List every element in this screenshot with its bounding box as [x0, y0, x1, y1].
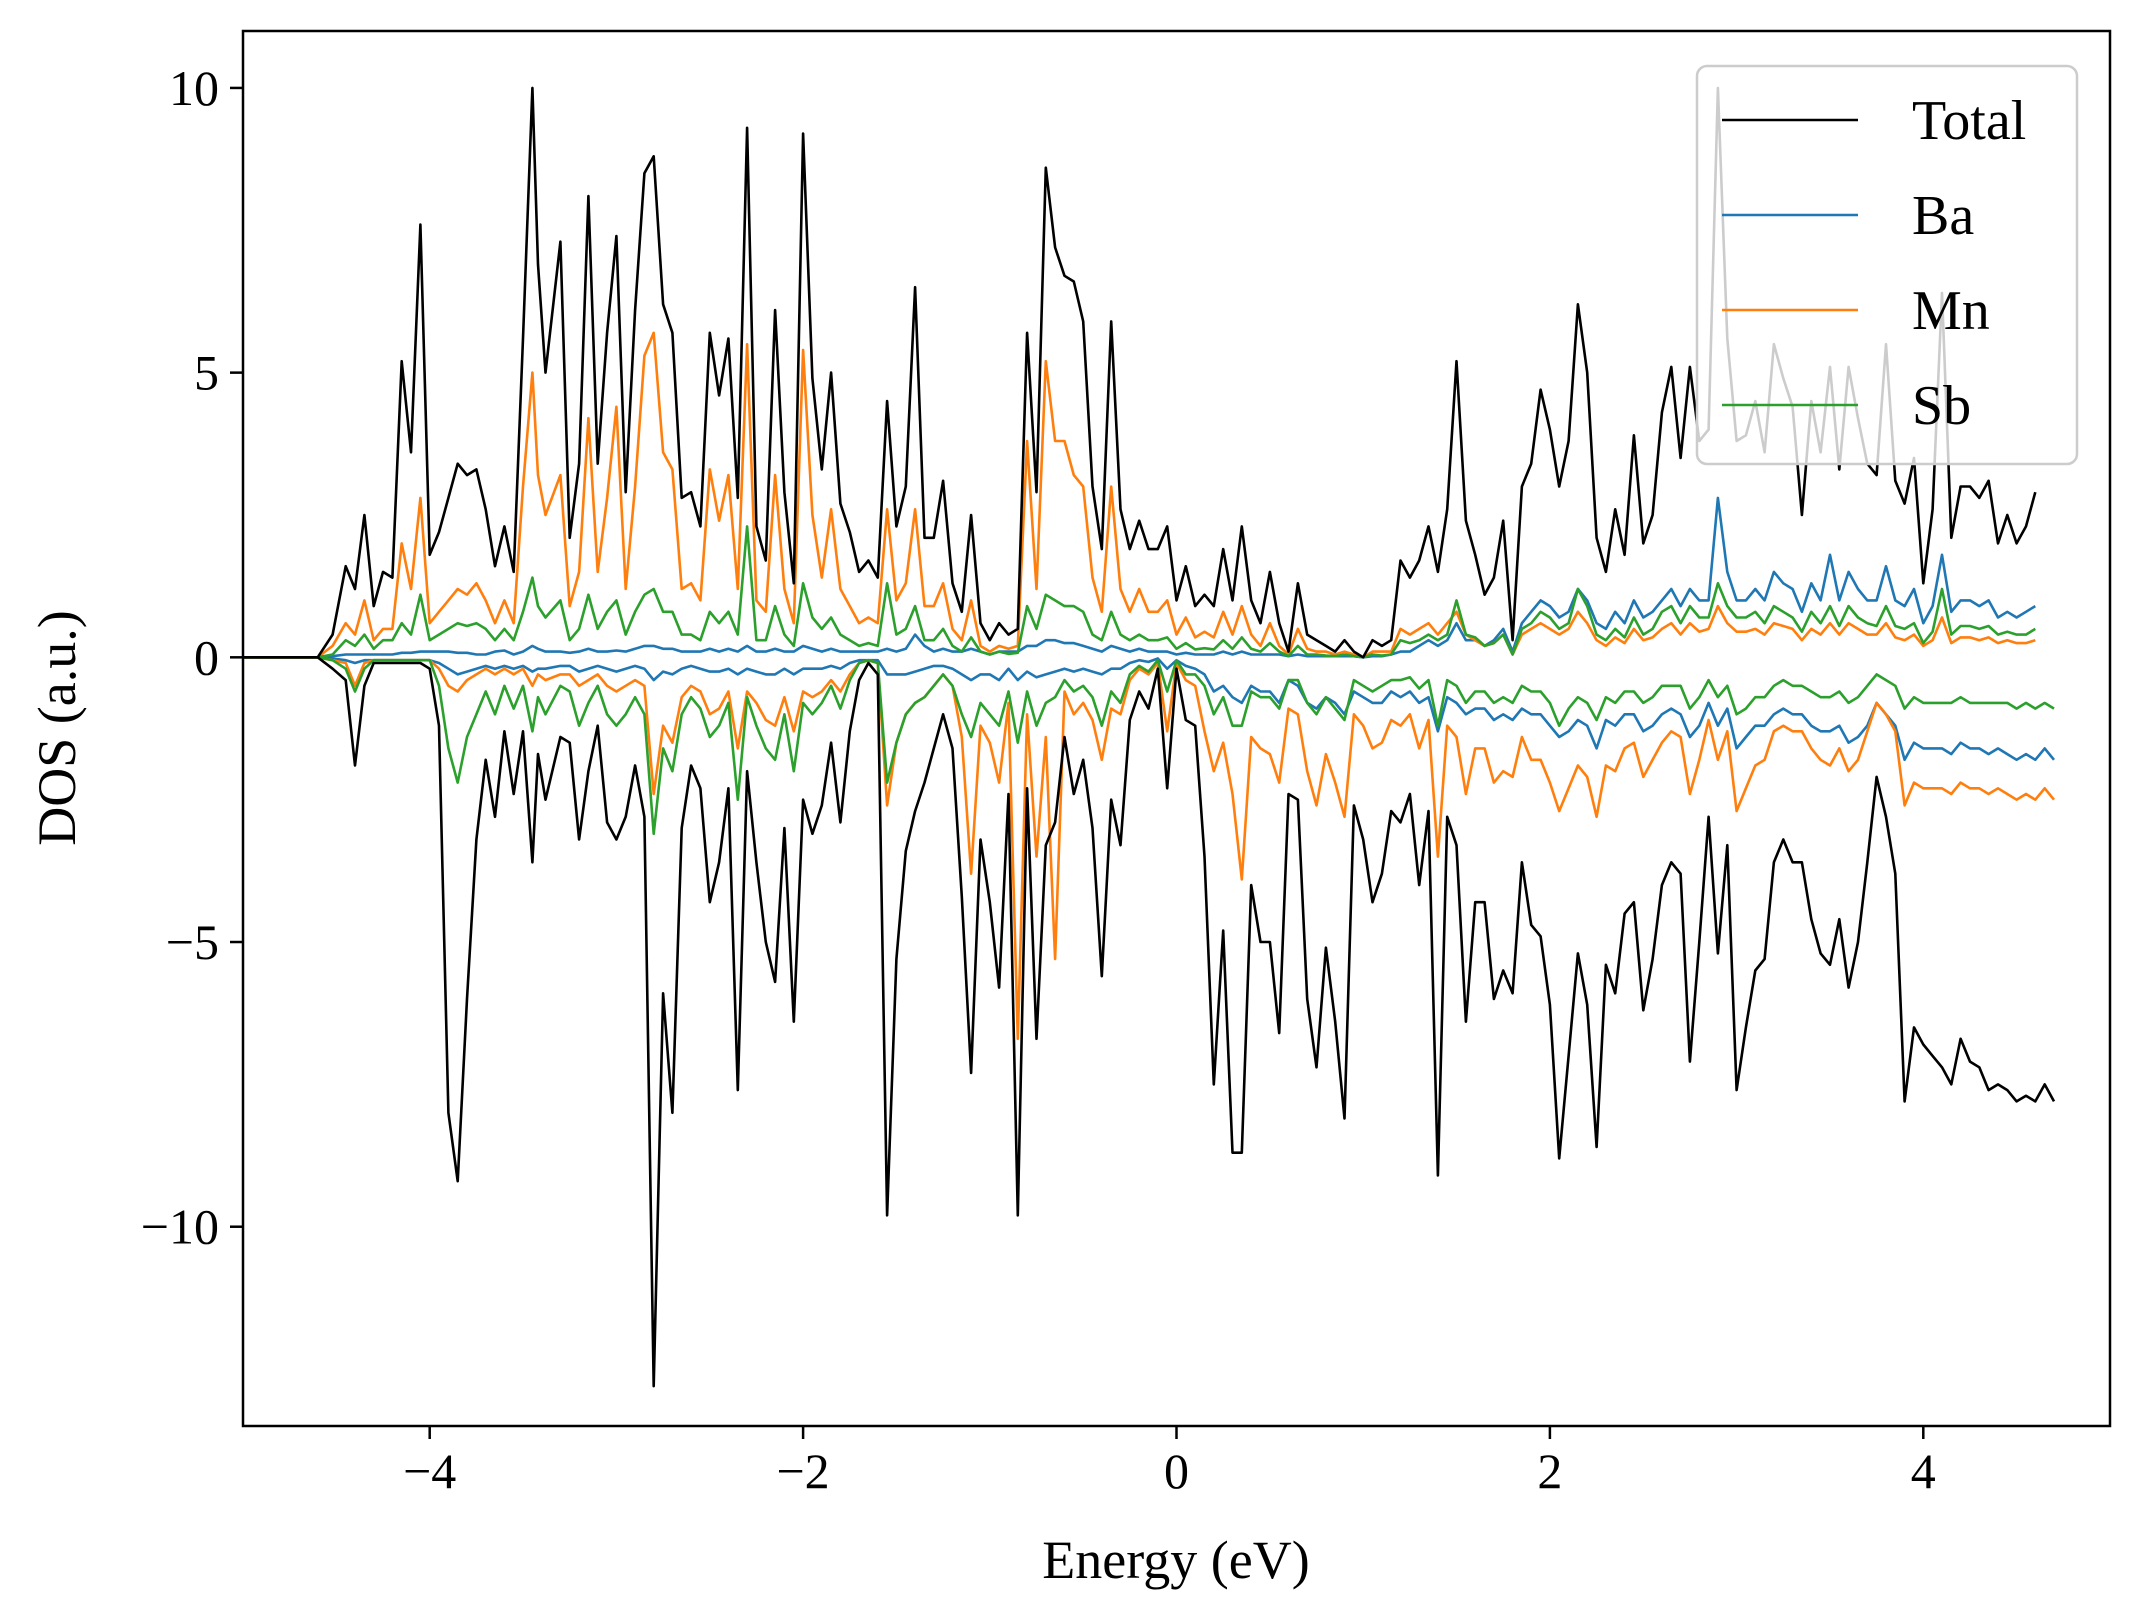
legend-box — [1695, 64, 2079, 466]
y-tick-label: 10 — [169, 60, 219, 116]
y-tick-label: 5 — [194, 345, 219, 401]
series-line-mn-spin-up — [243, 331, 2036, 659]
y-tick-label: 0 — [194, 629, 219, 685]
series-line-sb-spin-down — [243, 656, 2055, 836]
y-tick-label: −10 — [141, 1199, 219, 1255]
legend-label-sb: Sb — [1912, 375, 1971, 437]
series-line-ba-spin-down — [243, 656, 2056, 762]
series-line-sb-spin-up — [243, 525, 2036, 659]
series-line-mn-spin-down — [243, 656, 2056, 1041]
y-axis-title: DOS (a.u.) — [27, 610, 87, 845]
legend: Total Ba Mn Sb — [1695, 64, 2079, 466]
x-tick-label: 2 — [1537, 1443, 1562, 1499]
y-tick-label: −5 — [166, 914, 219, 970]
series-line-ba-spin-up — [243, 496, 2036, 659]
x-tick-label: 4 — [1911, 1443, 1936, 1499]
x-tick-label: 0 — [1164, 1443, 1189, 1499]
x-axis-title: Energy (eV) — [1042, 1530, 1309, 1590]
x-tick-label: −2 — [776, 1443, 829, 1499]
series-line-total-spin-down — [243, 656, 2056, 1388]
y-axis: 10 5 0 −5 −10 — [141, 60, 243, 1255]
x-tick-label: −4 — [403, 1443, 456, 1499]
legend-label-total: Total — [1912, 90, 2026, 152]
legend-label-mn: Mn — [1912, 280, 1990, 342]
x-axis: −4 −2 0 2 4 — [403, 1426, 1936, 1499]
legend-label-ba: Ba — [1912, 185, 1974, 247]
